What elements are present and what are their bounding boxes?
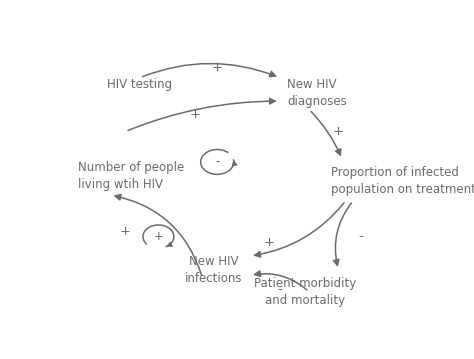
Text: Number of people
living wtih HIV: Number of people living wtih HIV (78, 161, 184, 191)
Text: -: - (358, 230, 363, 243)
Text: Patient morbidity
and mortality: Patient morbidity and mortality (254, 277, 356, 307)
Text: +: + (333, 125, 344, 138)
Text: HIV testing: HIV testing (107, 78, 172, 91)
Text: -: - (215, 155, 219, 168)
Text: New HIV
infections: New HIV infections (185, 255, 242, 285)
Text: +: + (212, 61, 223, 74)
Text: New HIV
diagnoses: New HIV diagnoses (287, 78, 347, 108)
Text: +: + (154, 230, 164, 243)
Text: +: + (263, 236, 274, 249)
Text: Proportion of infected
population on treatment: Proportion of infected population on tre… (331, 166, 474, 196)
Text: -: - (277, 283, 282, 295)
Text: +: + (120, 224, 131, 238)
Text: +: + (190, 108, 201, 121)
